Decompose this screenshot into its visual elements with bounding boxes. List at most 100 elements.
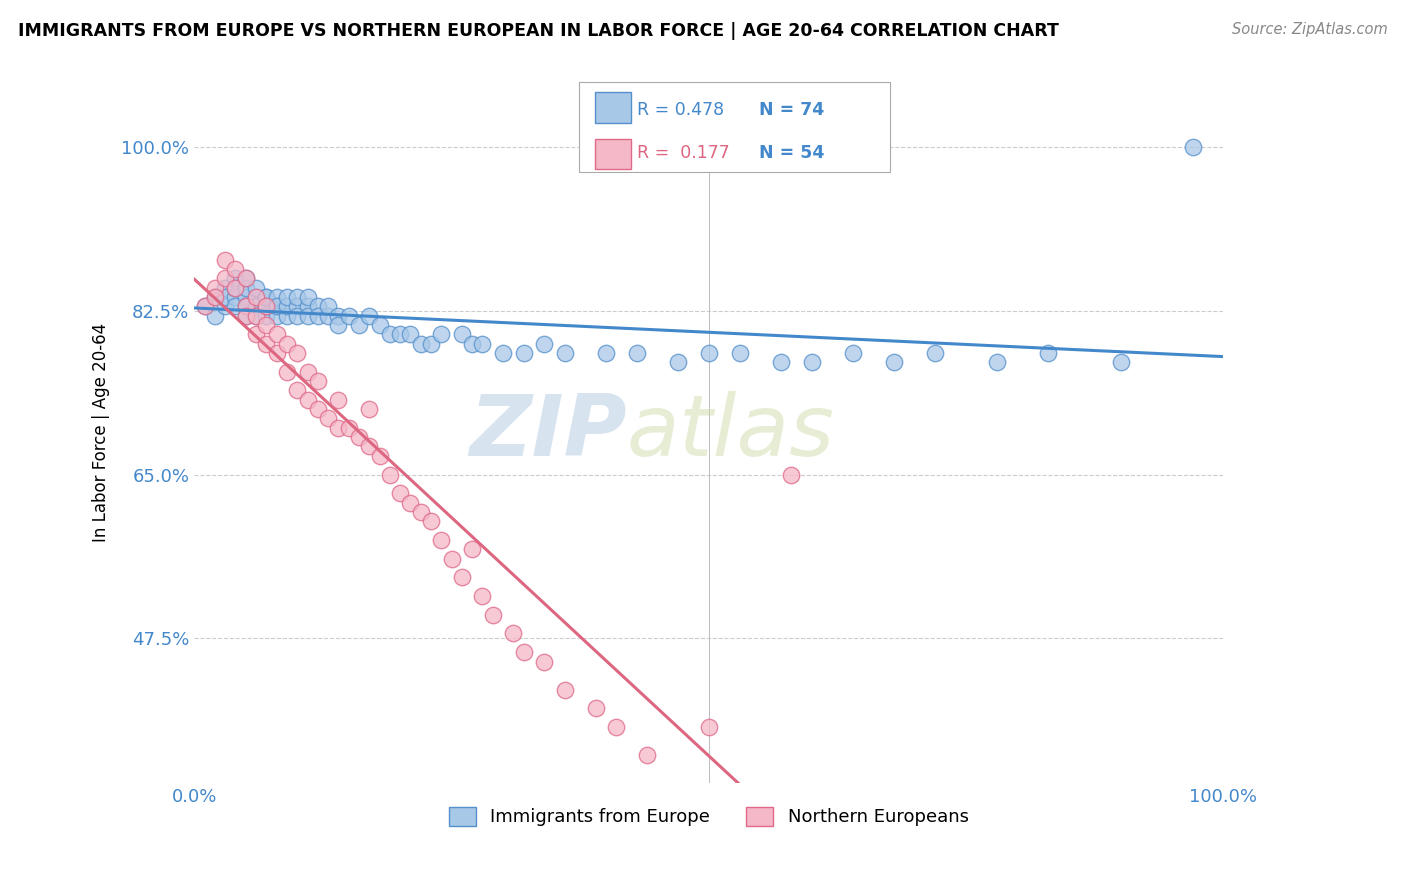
Point — [276, 290, 298, 304]
Point — [420, 514, 443, 528]
Text: IMMIGRANTS FROM EUROPE VS NORTHERN EUROPEAN IN LABOR FORCE | AGE 20-64 CORRELATI: IMMIGRANTS FROM EUROPE VS NORTHERN EUROP… — [18, 22, 1059, 40]
Point — [409, 336, 432, 351]
Point — [666, 355, 689, 369]
Point — [347, 430, 370, 444]
Point — [430, 533, 453, 547]
Point — [842, 346, 865, 360]
Point — [235, 290, 257, 304]
Point — [214, 271, 236, 285]
Text: N = 74: N = 74 — [759, 101, 824, 120]
Point — [297, 392, 319, 407]
Point — [328, 318, 350, 332]
Point — [337, 421, 360, 435]
Point — [214, 280, 236, 294]
Point — [254, 299, 277, 313]
Point — [451, 327, 474, 342]
Point — [214, 252, 236, 267]
Point — [328, 309, 350, 323]
Point — [204, 280, 226, 294]
Point — [245, 327, 267, 342]
Point — [194, 299, 217, 313]
Point — [492, 346, 515, 360]
Point — [368, 318, 391, 332]
Point — [697, 346, 720, 360]
Point — [481, 607, 503, 622]
Point — [307, 299, 329, 313]
Point — [276, 336, 298, 351]
Point — [204, 290, 226, 304]
Point — [254, 299, 277, 313]
Point — [595, 346, 617, 360]
Text: ZIP: ZIP — [470, 391, 627, 474]
Point — [254, 336, 277, 351]
Point — [235, 271, 257, 285]
Point — [245, 309, 267, 323]
Point — [780, 467, 803, 482]
Point — [285, 384, 308, 398]
Point — [316, 411, 339, 425]
Point — [194, 299, 217, 313]
Point — [235, 309, 257, 323]
Point — [224, 280, 246, 294]
Point — [924, 346, 946, 360]
Point — [297, 365, 319, 379]
Point — [347, 318, 370, 332]
Point — [224, 299, 246, 313]
Point — [224, 261, 246, 276]
Point — [769, 355, 792, 369]
Point — [399, 327, 422, 342]
Text: atlas: atlas — [627, 391, 835, 474]
Point — [297, 309, 319, 323]
Point — [328, 392, 350, 407]
Point — [636, 747, 658, 762]
Point — [245, 299, 267, 313]
Point — [316, 299, 339, 313]
Point — [626, 346, 648, 360]
Point — [502, 626, 524, 640]
Point — [235, 280, 257, 294]
Point — [359, 440, 381, 454]
Point — [359, 402, 381, 417]
Point — [245, 290, 267, 304]
Point — [266, 299, 288, 313]
Point — [451, 570, 474, 584]
Point — [266, 327, 288, 342]
Point — [204, 290, 226, 304]
Point — [235, 309, 257, 323]
Point — [1109, 355, 1132, 369]
Point — [471, 589, 494, 603]
Point — [461, 336, 484, 351]
Point — [224, 290, 246, 304]
Point — [378, 327, 401, 342]
Point — [378, 467, 401, 482]
Point — [285, 299, 308, 313]
Point — [276, 309, 298, 323]
Point — [254, 309, 277, 323]
Point — [368, 449, 391, 463]
Point — [254, 299, 277, 313]
Point — [389, 486, 412, 500]
Point — [554, 682, 576, 697]
Point — [224, 280, 246, 294]
Point — [266, 346, 288, 360]
Point — [266, 299, 288, 313]
Point — [316, 309, 339, 323]
Point — [605, 720, 627, 734]
Point — [285, 346, 308, 360]
Point — [245, 280, 267, 294]
Point — [409, 505, 432, 519]
Point — [471, 336, 494, 351]
Point — [512, 346, 534, 360]
Point — [245, 309, 267, 323]
Point — [337, 309, 360, 323]
Point — [307, 402, 329, 417]
Text: R =  0.177: R = 0.177 — [637, 144, 730, 161]
Point — [697, 720, 720, 734]
Point — [285, 290, 308, 304]
Legend: Immigrants from Europe, Northern Europeans: Immigrants from Europe, Northern Europea… — [441, 800, 976, 834]
Point — [420, 336, 443, 351]
Point — [254, 318, 277, 332]
Point — [430, 327, 453, 342]
Point — [986, 355, 1008, 369]
Point — [285, 309, 308, 323]
